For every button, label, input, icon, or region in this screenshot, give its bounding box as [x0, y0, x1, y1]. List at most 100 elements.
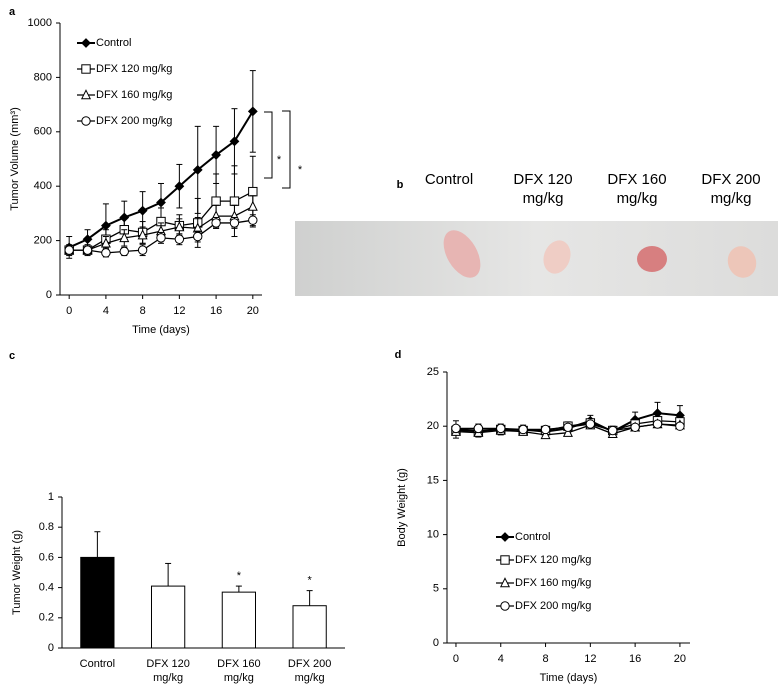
y-tick-label: 0.2 — [39, 612, 54, 624]
y-tick-label: 5 — [433, 583, 439, 595]
marker — [499, 577, 511, 588]
legend-label: DFX 200 mg/kg — [515, 600, 591, 612]
marker — [137, 245, 148, 255]
marker — [229, 136, 240, 147]
significance-star: * — [298, 164, 303, 176]
marker — [675, 421, 685, 431]
group-label: DFX 200 mg/kg — [701, 171, 761, 207]
tumor — [727, 246, 757, 278]
tumor — [637, 246, 667, 272]
legend-label: DFX 160 mg/kg — [96, 89, 172, 101]
marker — [81, 116, 91, 126]
significance-star: * — [237, 570, 242, 582]
y-tick-label: 10 — [427, 529, 439, 541]
x-tick-label: 8 — [140, 305, 146, 317]
marker — [608, 425, 618, 436]
marker — [156, 233, 166, 243]
legend-label: DFX 160 mg/kg — [515, 577, 591, 589]
x-tick-label: 16 — [210, 305, 222, 317]
marker — [248, 215, 258, 225]
x-tick-label: 4 — [103, 305, 109, 317]
y-tick-label: 0 — [433, 637, 439, 649]
marker — [540, 424, 551, 435]
panel-label: c — [9, 350, 15, 362]
y-tick-label: 15 — [427, 474, 439, 486]
legend-label: DFX 200 mg/kg — [96, 115, 172, 127]
y-tick-label: 0.8 — [39, 521, 54, 533]
photo — [295, 221, 778, 296]
tumor — [443, 230, 481, 278]
x-tick-label: 8 — [542, 653, 548, 665]
marker — [192, 164, 203, 175]
significance-brackets — [264, 110, 291, 189]
y-axis-label: Body Weight (g) — [396, 468, 408, 547]
panel-label: a — [9, 6, 16, 18]
legend-label: Control — [96, 37, 131, 49]
y-tick-label: 1000 — [28, 17, 52, 29]
marker — [174, 221, 185, 232]
marker — [211, 218, 221, 228]
marker — [585, 419, 596, 429]
marker — [247, 106, 258, 117]
x-tick-label: 0 — [66, 305, 72, 317]
marker — [248, 186, 258, 197]
x-tick-label: DFX 120 mg/kg — [146, 658, 190, 684]
marker — [174, 234, 185, 244]
legend-label: Control — [515, 531, 550, 543]
x-tick-label: 0 — [453, 653, 459, 665]
y-tick-label: 800 — [34, 71, 52, 83]
marker — [137, 229, 148, 240]
marker — [562, 426, 573, 437]
panel-label: b — [397, 179, 404, 191]
y-axis-label: Tumor Weight (g) — [11, 530, 23, 615]
y-axis-label: Tumor Volume (mm³) — [9, 107, 21, 211]
marker — [174, 181, 185, 192]
marker — [229, 196, 240, 206]
legend-label: DFX 120 mg/kg — [515, 554, 591, 566]
marker — [137, 205, 148, 216]
x-tick-label: 4 — [498, 653, 504, 665]
marker — [496, 423, 506, 434]
marker — [473, 423, 484, 434]
marker — [563, 422, 573, 432]
y-tick-label: 1 — [48, 491, 54, 503]
marker — [500, 601, 510, 611]
x-tick-label: 12 — [584, 653, 596, 665]
significance-star: * — [307, 575, 312, 587]
bar — [292, 605, 327, 649]
y-tick-label: 0 — [46, 289, 52, 301]
marker — [211, 150, 221, 160]
marker — [500, 532, 510, 542]
group-label: DFX 160 mg/kg — [607, 171, 667, 207]
marker — [500, 555, 510, 565]
marker — [81, 38, 91, 48]
marker — [518, 424, 528, 435]
x-tick-label: 16 — [629, 653, 641, 665]
tumor — [543, 240, 571, 274]
panel-label: d — [395, 349, 402, 361]
marker — [652, 419, 663, 429]
y-tick-label: 25 — [427, 366, 439, 378]
marker — [101, 248, 111, 258]
marker — [119, 246, 129, 257]
y-tick-label: 0 — [48, 642, 54, 654]
y-tick-label: 0.6 — [39, 551, 54, 563]
x-tick-label: 20 — [247, 305, 259, 317]
marker — [82, 245, 93, 255]
y-tick-label: 0.4 — [39, 582, 54, 594]
marker — [81, 64, 91, 74]
x-axis-label: Time (days) — [540, 672, 598, 684]
x-tick-label: DFX 160 mg/kg — [217, 658, 261, 684]
x-tick-label: DFX 200 mg/kg — [287, 658, 332, 684]
x-axis-label: Time (days) — [132, 324, 190, 336]
marker — [156, 197, 166, 208]
marker — [211, 196, 221, 206]
group-label: Control — [424, 171, 474, 188]
marker — [193, 231, 203, 242]
marker — [630, 422, 640, 432]
x-tick-label: 20 — [674, 653, 686, 665]
marker — [64, 245, 74, 255]
marker — [247, 200, 258, 211]
